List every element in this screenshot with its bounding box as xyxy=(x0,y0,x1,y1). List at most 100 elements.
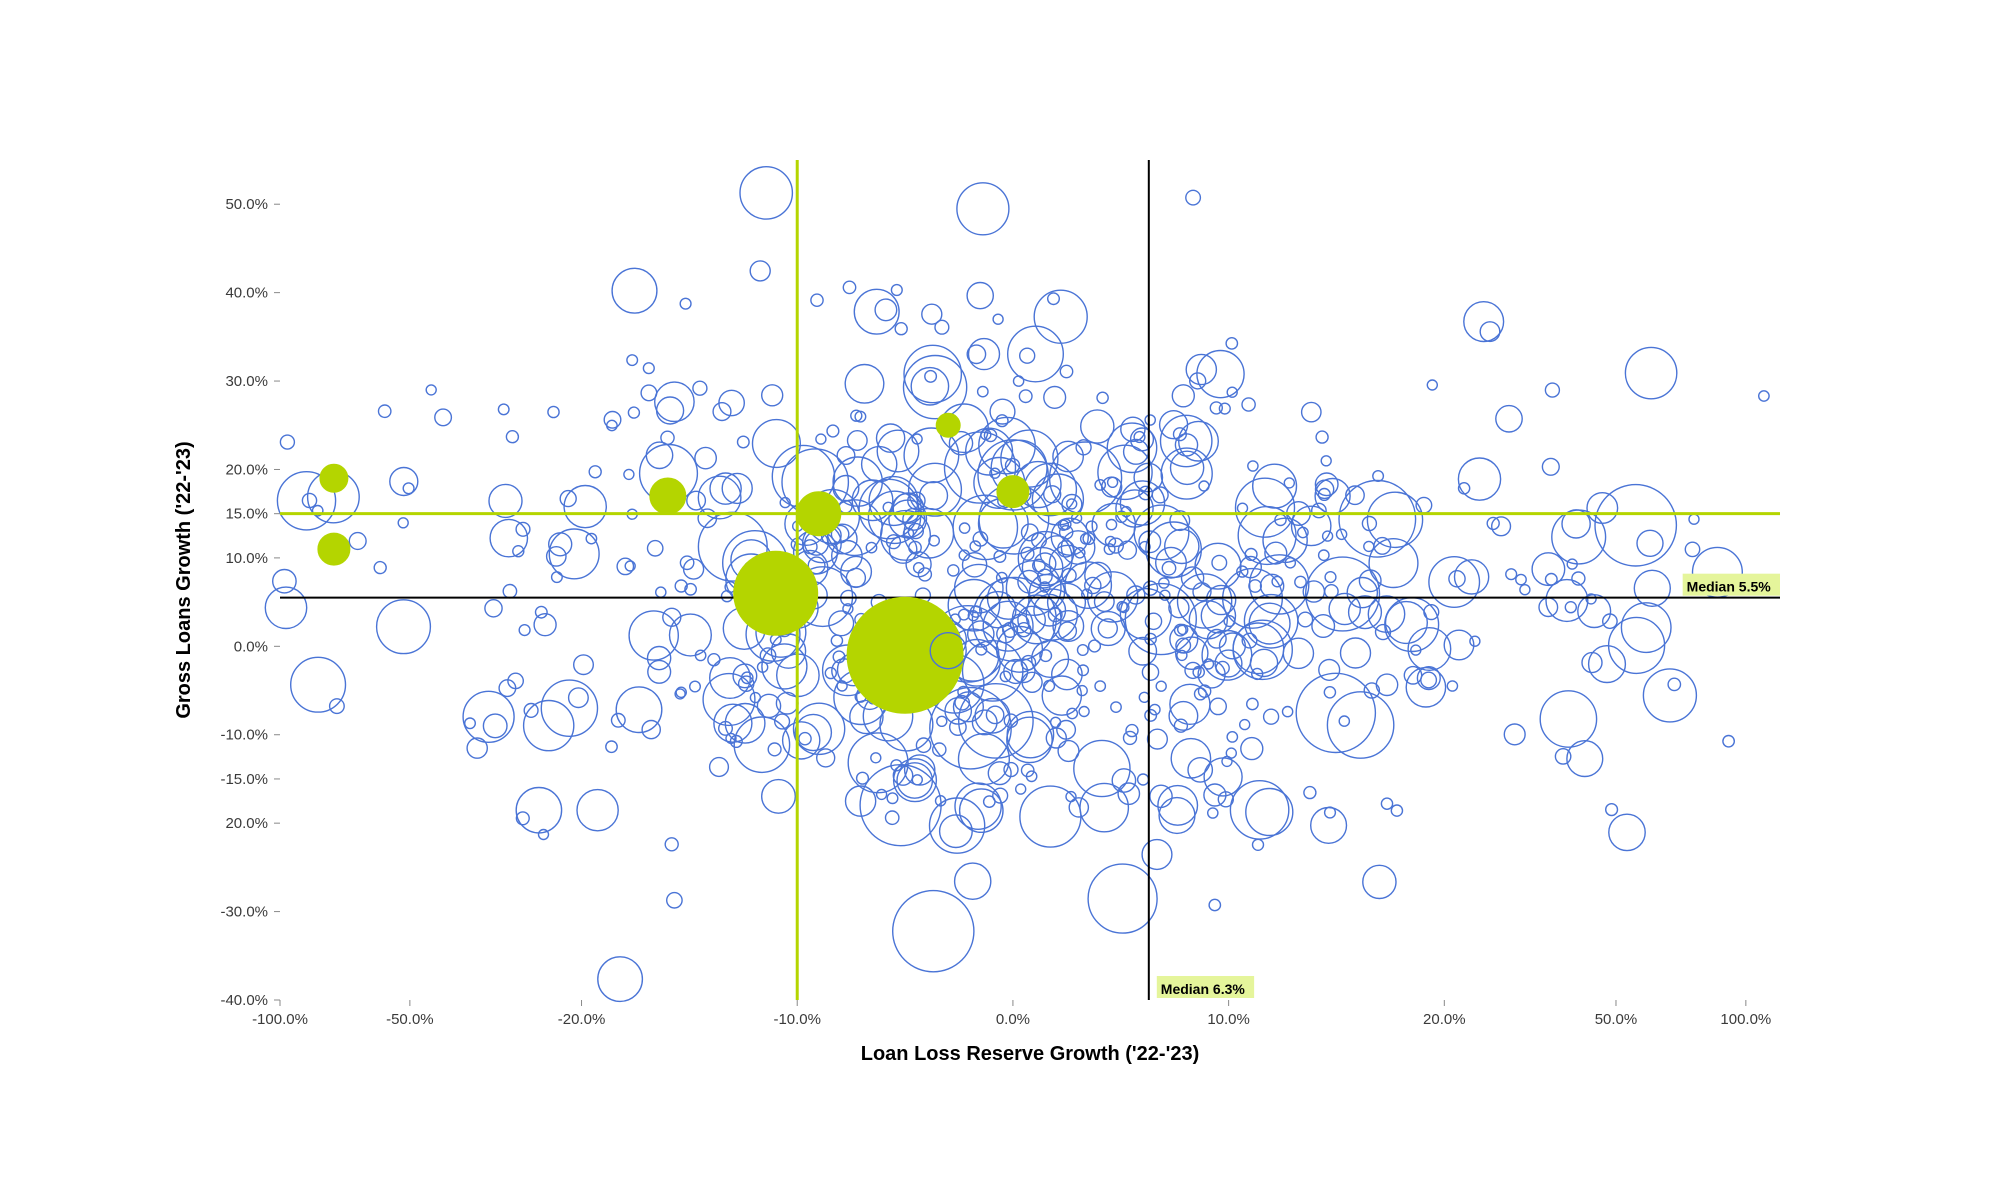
data-bubble xyxy=(627,355,638,366)
data-bubble xyxy=(827,425,839,437)
data-bubble xyxy=(722,591,733,602)
data-bubble xyxy=(1325,572,1336,583)
data-bubble xyxy=(1492,517,1511,536)
data-bubble xyxy=(1014,376,1024,386)
data-bubble xyxy=(506,431,518,443)
data-bubble xyxy=(1032,474,1083,525)
data-bubble xyxy=(1238,503,1248,513)
data-bubble xyxy=(1589,646,1626,683)
data-bubble xyxy=(1295,576,1306,587)
data-bubble xyxy=(1212,555,1227,570)
data-bubble xyxy=(960,523,970,533)
data-bubble xyxy=(1148,729,1168,749)
data-bubble xyxy=(1643,669,1696,722)
data-bubble xyxy=(1019,390,1032,403)
data-bubble xyxy=(1723,736,1734,747)
data-bubble xyxy=(967,283,993,309)
data-bubble xyxy=(657,397,684,424)
data-bubble xyxy=(349,533,366,550)
data-bubble xyxy=(1159,798,1195,834)
data-bubble xyxy=(833,476,859,502)
data-bubble xyxy=(1146,522,1201,577)
chart-canvas: -100.0%-50.0%-20.0%-10.0%0.0%10.0%20.0%5… xyxy=(0,0,2000,1200)
highlight-bubble xyxy=(320,464,348,492)
data-bubble xyxy=(1241,738,1263,760)
data-bubble xyxy=(1458,458,1500,500)
data-bubble xyxy=(866,542,876,552)
data-bubble xyxy=(925,371,937,383)
data-bubble xyxy=(1363,865,1396,898)
data-bubble xyxy=(1161,415,1212,466)
data-bubble xyxy=(1240,720,1250,730)
data-bubble xyxy=(1097,392,1108,403)
data-bubble xyxy=(955,863,991,899)
y-tick-label: -10.0% xyxy=(220,727,268,744)
y-tick-label: 0.0% xyxy=(234,638,268,655)
data-bubble xyxy=(990,399,1015,424)
data-bubble xyxy=(483,714,507,738)
data-bubble xyxy=(1016,784,1026,794)
data-bubble xyxy=(1325,807,1336,818)
data-bubble xyxy=(904,345,961,402)
data-bubble xyxy=(940,815,973,848)
x-tick-label: 20.0% xyxy=(1423,1011,1466,1028)
data-bubble xyxy=(569,688,589,708)
bubbles-layer xyxy=(265,167,1769,1002)
data-bubble xyxy=(1088,864,1157,933)
data-bubble xyxy=(1085,562,1111,588)
data-bubble xyxy=(904,356,967,419)
data-bubble xyxy=(1427,380,1437,390)
data-bubble xyxy=(690,681,701,692)
data-bubble xyxy=(1253,464,1297,508)
data-bubble xyxy=(398,518,408,528)
data-bubble xyxy=(734,717,789,772)
data-bubble xyxy=(854,289,899,334)
y-tick-label: 50.0% xyxy=(225,196,268,213)
data-bubble xyxy=(1021,764,1033,776)
data-bubble xyxy=(695,447,716,468)
data-bubble xyxy=(549,529,599,579)
data-bubble xyxy=(1520,585,1530,595)
data-bubble xyxy=(750,261,770,281)
data-bubble xyxy=(967,345,985,363)
data-bubble xyxy=(1283,707,1293,717)
data-bubble xyxy=(875,299,897,321)
highlight-bubble xyxy=(650,478,686,514)
data-bubble xyxy=(1059,622,1077,640)
x-tick-label: -100.0% xyxy=(252,1011,308,1028)
data-bubble xyxy=(612,268,657,313)
data-bubble xyxy=(891,285,902,296)
data-bubble xyxy=(1319,550,1329,560)
data-bubble xyxy=(656,587,666,597)
data-bubble xyxy=(1381,798,1392,809)
y-tick-label: -30.0% xyxy=(220,904,268,921)
data-bubble xyxy=(1539,598,1558,617)
data-bubble xyxy=(871,753,881,763)
data-bubble xyxy=(1139,692,1149,702)
data-bubble xyxy=(485,600,502,617)
data-bubble xyxy=(795,714,831,750)
data-bubble xyxy=(1506,569,1517,580)
data-bubble xyxy=(1080,783,1128,831)
data-bubble xyxy=(816,434,826,444)
data-bubble xyxy=(1567,741,1603,777)
data-bubble xyxy=(1042,676,1081,715)
data-bubble xyxy=(710,758,729,777)
data-bubble xyxy=(893,891,974,972)
y-tick-label: 10.0% xyxy=(225,550,268,567)
data-bubble xyxy=(549,533,572,556)
data-bubble xyxy=(1138,774,1149,785)
x-tick-label: 100.0% xyxy=(1720,1011,1771,1028)
data-bubble xyxy=(1160,590,1170,600)
data-bubble xyxy=(680,556,693,569)
data-bubble xyxy=(1066,792,1076,802)
data-bubble xyxy=(1296,673,1375,752)
data-bubble xyxy=(670,614,712,656)
data-bubble xyxy=(1421,672,1437,688)
data-bubble xyxy=(1298,612,1313,627)
data-bubble xyxy=(886,811,899,824)
data-bubble xyxy=(703,674,755,726)
data-bubble xyxy=(628,407,639,418)
data-bubble xyxy=(1444,630,1474,660)
data-bubble xyxy=(1052,659,1082,689)
